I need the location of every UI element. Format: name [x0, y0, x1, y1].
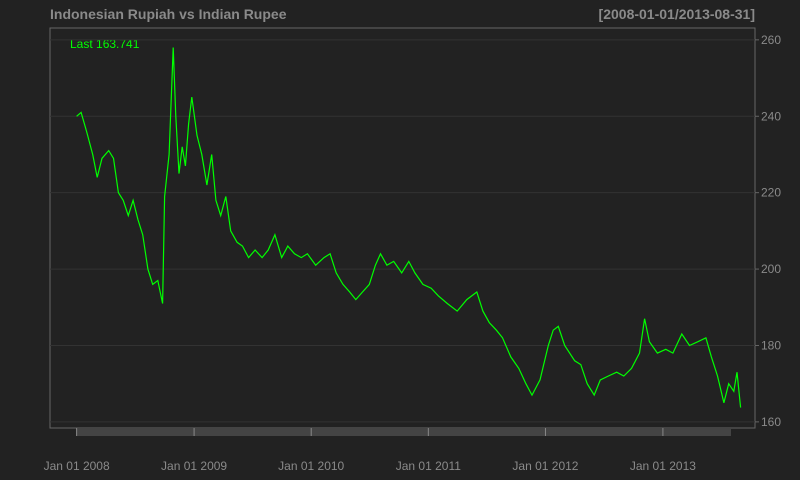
plot-frame [49, 27, 756, 429]
x-tick-label: Jan 01 2011 [396, 459, 461, 473]
line-series [76, 47, 742, 408]
time-strip [76, 428, 731, 436]
x-tick-label: Jan 01 2013 [630, 459, 696, 473]
y-tick-label: 260 [761, 33, 781, 47]
x-tick-label: Jan 01 2008 [44, 459, 110, 473]
y-tick-label: 220 [761, 186, 781, 200]
last-value: Last 163.741 [70, 37, 140, 51]
x-tick-label: Jan 01 2009 [161, 459, 227, 473]
y-tick-label: 200 [761, 262, 781, 276]
x-tick-label: Jan 01 2012 [512, 459, 578, 473]
y-tick-label: 160 [761, 415, 781, 429]
y-tick-label: 240 [761, 109, 781, 123]
chart-range: [2008-01-01/2013-08-31] [599, 6, 755, 22]
x-tick-label: Jan 01 2010 [278, 459, 344, 473]
chart-title: Indonesian Rupiah vs Indian Rupee [50, 6, 287, 22]
y-tick-label: 180 [761, 338, 781, 352]
